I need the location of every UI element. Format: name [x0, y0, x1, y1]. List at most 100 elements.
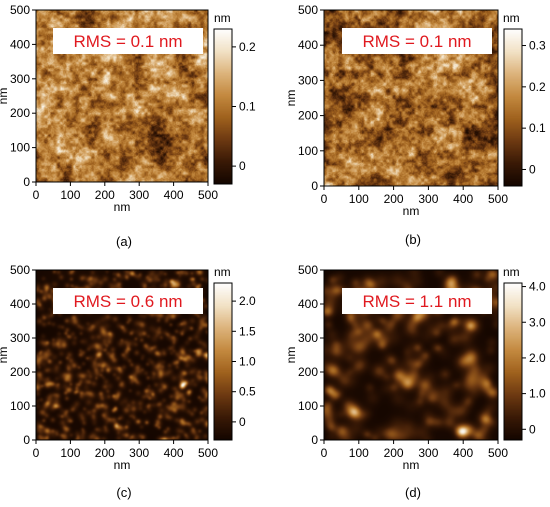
y-tick-label: 500: [298, 3, 318, 17]
colorbar-tick-label: 1.5: [239, 324, 256, 338]
panel-letter: (c): [116, 485, 131, 500]
x-tick-label: 500: [198, 446, 218, 460]
x-tick-label: 300: [129, 446, 149, 460]
plot-frame: [323, 9, 499, 187]
x-tick-label: 500: [198, 188, 218, 202]
y-tick-label: 500: [10, 3, 30, 17]
x-tick-label: 200: [384, 446, 404, 460]
colorbar-tick-label: 4.0: [529, 280, 546, 294]
colorbar-tick-label: 0: [239, 415, 246, 429]
afm-panel-a: RMS = 0.1 nm 0 100 200 300 400 500 nm 0 100 200 300…: [0, 3, 256, 249]
y-tick-label: 500: [298, 263, 318, 277]
colorbar-tick-label: 1.0: [239, 355, 256, 369]
x-axis-label: nm: [403, 204, 420, 218]
x-tick-label: 300: [418, 446, 438, 460]
x-tick-label: 300: [418, 192, 438, 206]
colorbar-tick-label: 0.1: [529, 121, 546, 135]
colorbar-tick-label: 0: [529, 422, 536, 436]
x-tick-label: 0: [321, 446, 328, 460]
rms-label: RMS = 0.1 nm: [73, 32, 182, 51]
x-tick-label: 400: [164, 188, 184, 202]
y-tick-label: 300: [298, 73, 318, 87]
y-tick-label: 100: [298, 399, 318, 413]
x-tick-label: 200: [95, 446, 115, 460]
colorbar-tick-label: 3.0: [529, 315, 546, 329]
x-axis-label: nm: [114, 458, 131, 472]
colorbar-gradient: [214, 29, 232, 184]
y-axis-label: nm: [284, 90, 298, 107]
y-tick-label: 200: [10, 106, 30, 120]
colorbar-tick-label: 0: [529, 162, 536, 176]
x-tick-label: 400: [453, 446, 473, 460]
colorbar-tick-label: 0.3: [529, 39, 546, 53]
panel-letter: (b): [405, 232, 421, 247]
y-axis-label: nm: [0, 347, 10, 364]
x-tick-label: 0: [321, 192, 328, 206]
colorbar-unit: nm: [503, 265, 520, 279]
y-tick-label: 300: [298, 331, 318, 345]
y-tick-label: 0: [23, 433, 30, 447]
rms-label-box: [53, 288, 203, 314]
colorbar-unit: nm: [214, 11, 231, 25]
y-tick-label: 400: [298, 297, 318, 311]
y-tick-label: 100: [10, 141, 30, 155]
colorbar-frame: [503, 282, 523, 441]
x-tick-label: 300: [129, 188, 149, 202]
colorbar-gradient: [214, 283, 232, 440]
x-axis-label: nm: [114, 200, 131, 214]
x-tick-label: 400: [164, 446, 184, 460]
colorbar-tick-label: 0.2: [529, 80, 546, 94]
afm-panel-c: RMS = 0.6 nm 0 100 200 300 400 500 nm 0 100 200 300…: [0, 263, 256, 500]
colorbar-unit: nm: [503, 11, 520, 25]
x-tick-label: 0: [33, 188, 40, 202]
colorbar-tick-label: 2.0: [239, 294, 256, 308]
y-tick-label: 200: [298, 365, 318, 379]
y-axis-label: nm: [0, 88, 10, 105]
x-tick-label: 500: [488, 446, 508, 460]
y-tick-label: 100: [298, 144, 318, 158]
y-tick-label: 400: [298, 38, 318, 52]
colorbar-frame: [503, 28, 523, 187]
rms-label-box: [53, 28, 203, 54]
rms-label: RMS = 1.1 nm: [362, 292, 471, 311]
colorbar-tick-label: 2.0: [529, 351, 546, 365]
colorbar-tick-label: 1.0: [529, 387, 546, 401]
x-tick-label: 100: [60, 188, 80, 202]
y-tick-label: 400: [10, 37, 30, 51]
afm-panel-d: RMS = 1.1 nm 0 100 200 300 400 500 nm 0 100 200 300…: [284, 263, 546, 500]
colorbar-tick-label: 0.5: [239, 385, 256, 399]
plot-frame: [35, 269, 209, 441]
colorbar-gradient: [504, 29, 522, 186]
colorbar-unit: nm: [214, 265, 231, 279]
x-tick-label: 100: [60, 446, 80, 460]
y-tick-label: 0: [311, 433, 318, 447]
x-tick-label: 200: [95, 188, 115, 202]
colorbar-tick-label: 0: [239, 159, 246, 173]
y-axis-label: nm: [284, 347, 298, 364]
colorbar-tick-label: 0.1: [239, 100, 256, 114]
plot-frame: [323, 269, 499, 441]
y-tick-label: 300: [10, 331, 30, 345]
rms-label: RMS = 0.6 nm: [73, 292, 182, 311]
y-tick-label: 400: [10, 297, 30, 311]
panel-letter: (a): [116, 234, 132, 249]
x-tick-label: 100: [349, 192, 369, 206]
colorbar-gradient: [504, 283, 522, 440]
y-tick-label: 100: [10, 399, 30, 413]
y-tick-label: 300: [10, 72, 30, 86]
rms-label: RMS = 0.1 nm: [362, 32, 471, 51]
rms-label-box: [342, 288, 492, 314]
y-tick-label: 200: [10, 365, 30, 379]
plot-frame: [35, 9, 209, 183]
rms-label-box: [342, 28, 492, 54]
x-tick-label: 0: [33, 446, 40, 460]
x-tick-label: 500: [488, 192, 508, 206]
colorbar-tick-label: 0.2: [239, 40, 256, 54]
x-tick-label: 100: [349, 446, 369, 460]
panel-letter: (d): [405, 485, 421, 500]
afm-panel-b: RMS = 0.1 nm 0 100 200 300 400 500 nm 0 100 200 300…: [284, 3, 546, 247]
x-tick-label: 400: [453, 192, 473, 206]
y-tick-label: 0: [23, 175, 30, 189]
y-tick-label: 200: [298, 109, 318, 123]
